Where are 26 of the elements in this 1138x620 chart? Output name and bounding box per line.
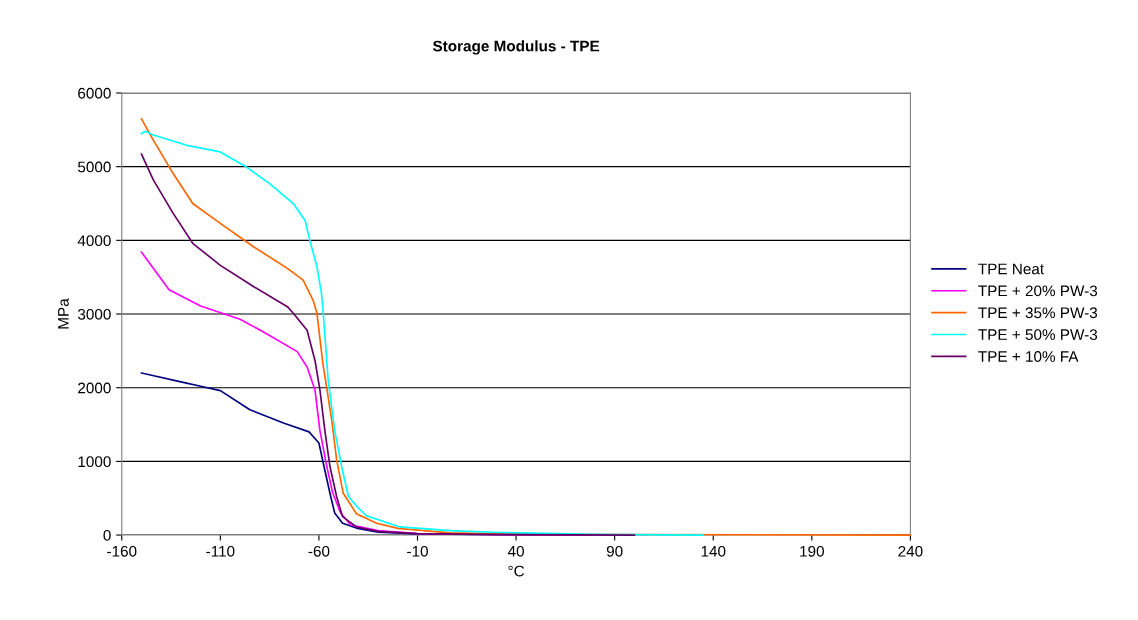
x-tick-label: 40 [507, 545, 524, 557]
legend-label: TPE + 50% PW-3 [978, 329, 1098, 341]
x-tick-label: -110 [206, 545, 235, 557]
line-series [140, 153, 636, 536]
x-tick-label: -10 [407, 545, 428, 557]
legend-label: TPE + 10% FA [978, 351, 1079, 362]
y-tick-label: 5000 [77, 161, 111, 173]
x-axis-title: °C [508, 565, 525, 577]
line-series [140, 130, 705, 536]
x-tick-label: -160 [107, 545, 137, 557]
y-tick-label: 1000 [78, 456, 111, 468]
legend-label: TPE + 35% PW-3 [978, 307, 1098, 319]
chart-title: Storage Modulus - TPE [432, 40, 600, 55]
legend-label: TPE + 20% PW-3 [978, 285, 1098, 297]
x-tick-label: 140 [701, 545, 726, 557]
legend-label: TPE Neat [978, 263, 1044, 275]
x-tick-label: -60 [308, 545, 330, 557]
y-tick-label: 3000 [77, 308, 111, 320]
y-tick-label: 0 [103, 529, 111, 541]
x-tick-label: 190 [800, 545, 824, 557]
y-tick-label: 2000 [78, 382, 111, 394]
y-axis-title: MPa [58, 298, 69, 329]
y-tick-label: 4000 [77, 235, 111, 247]
y-tick-label: 6000 [78, 87, 111, 99]
x-tick-label: 90 [606, 545, 623, 557]
x-tick-label: 240 [898, 545, 923, 557]
